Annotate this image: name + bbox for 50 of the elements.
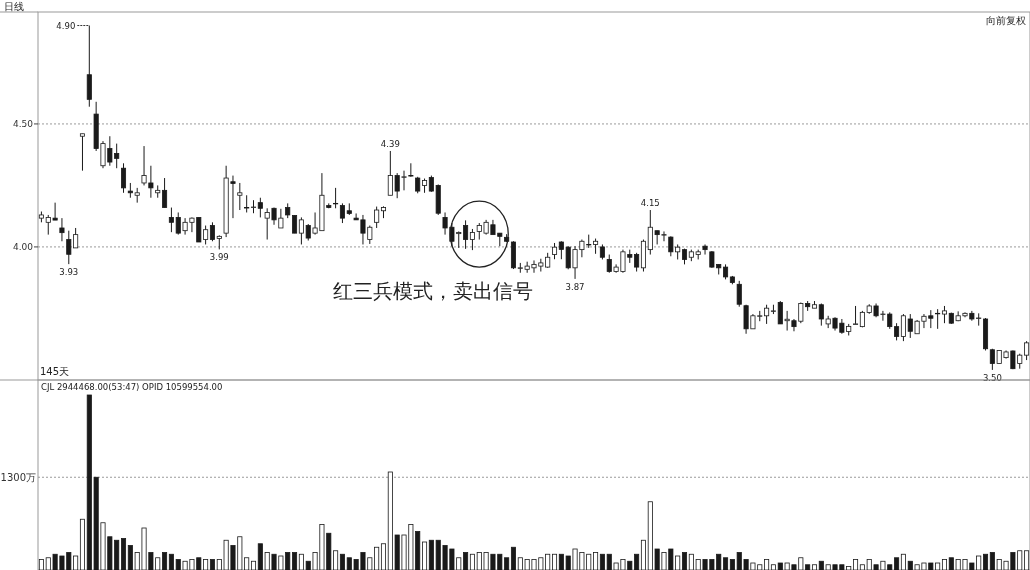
note: 向前复权 (986, 15, 1026, 26)
bar (552, 553, 558, 570)
candlestick (333, 187, 339, 209)
bar (250, 560, 257, 570)
bar (121, 538, 127, 570)
price-label: 4.90 (56, 20, 76, 31)
bar (900, 553, 906, 570)
bar (380, 543, 387, 570)
chart-title: 日线 (4, 1, 24, 12)
bar (79, 518, 85, 570)
candlestick (162, 177, 168, 209)
bar (209, 559, 215, 570)
price-label: 3.93 (59, 267, 79, 278)
candlestick (469, 228, 475, 251)
note: 145天 (40, 366, 70, 377)
bar (770, 564, 776, 570)
bar (681, 552, 688, 570)
candlestick (853, 305, 859, 325)
y-tick-label: 4.50 (12, 118, 33, 129)
price-label: 3.87 (565, 281, 585, 292)
candlestick (121, 162, 127, 194)
candlestick (736, 280, 742, 308)
bar (510, 546, 516, 570)
price-label: 4.39 (380, 139, 400, 149)
bar (422, 541, 428, 570)
note: 红三兵模式，卖出信号 (333, 279, 533, 303)
note: CJL 2944468.00(53:47) OPID 10599554.00 (41, 382, 223, 392)
candlestick (900, 313, 906, 342)
candlestick (374, 206, 380, 229)
price-label: 3.99 (209, 252, 229, 263)
price-label: 4.15 (640, 198, 660, 208)
candlestick (209, 221, 215, 242)
bar (853, 559, 859, 570)
bar (983, 553, 989, 570)
bar (811, 564, 818, 570)
price-label: 3.50 (982, 372, 1002, 383)
candlestick (257, 197, 263, 218)
candlestick (59, 217, 65, 242)
candlestick (237, 182, 243, 211)
bar (723, 557, 729, 570)
bar (941, 559, 947, 570)
ref-line-label: 1300万 (0, 472, 36, 484)
bar (292, 552, 298, 570)
bar (339, 553, 345, 570)
bar (162, 552, 168, 570)
y-tick-label: 4.00 (12, 241, 33, 252)
candlestick (79, 133, 85, 172)
candlestick (339, 202, 345, 224)
bar (640, 539, 646, 570)
candlestick (702, 243, 708, 256)
